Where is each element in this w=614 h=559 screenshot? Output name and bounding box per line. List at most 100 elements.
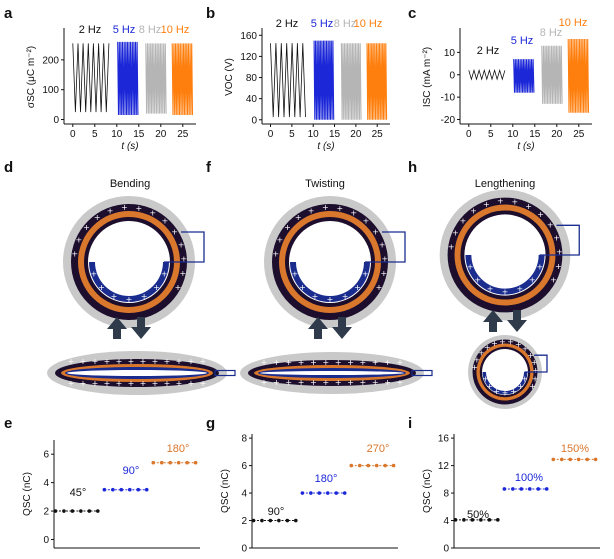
x-tick-label: 20: [551, 129, 563, 140]
charge-plus: +: [298, 358, 305, 367]
charge-plus: +: [128, 379, 135, 388]
x-tick-label: 10: [507, 129, 519, 140]
label-45°: 45°: [70, 487, 87, 499]
x-tick-label: 25: [177, 129, 189, 140]
charge-plus: +: [176, 379, 183, 388]
data-point: [502, 487, 507, 491]
charge-plus: +: [517, 284, 524, 293]
charge-plus: +: [515, 340, 522, 349]
wire: [539, 224, 580, 256]
core: [482, 349, 528, 395]
series-8Hz: [541, 45, 563, 104]
charge-plus: +: [384, 358, 391, 367]
charge-plus: +: [299, 283, 306, 292]
y-tick-label: 12: [438, 461, 450, 472]
charge-plus: +: [200, 357, 207, 366]
charge-plus: +: [171, 227, 178, 236]
charge-plus: +: [511, 197, 518, 206]
charge-plus: +: [153, 283, 160, 292]
y-axis-label: ISC (mA m⁻²): [422, 47, 433, 107]
y-tick-label: 4: [241, 489, 247, 500]
arrow-down-icon: [131, 317, 151, 339]
charge-plus: +: [532, 374, 539, 383]
charge-plus: +: [149, 208, 156, 217]
legend-2Hz: 2 Hz: [477, 45, 500, 57]
charge-plus: +: [532, 366, 539, 375]
charge-plus: +: [384, 378, 391, 387]
charge-plus: +: [322, 358, 329, 367]
data-point: [593, 457, 598, 462]
data-point: [479, 518, 483, 522]
y-tick-label: 8: [241, 434, 247, 445]
y-axis-label: QSC (nC): [422, 469, 433, 513]
y-tick-label: 4: [43, 478, 49, 489]
charge-plus: +: [285, 358, 292, 367]
charge-plus: +: [164, 379, 171, 388]
data-point: [544, 487, 549, 491]
data-point: [176, 460, 181, 465]
charge-plus: +: [382, 255, 389, 264]
charge-plus: +: [483, 200, 490, 209]
charge-plus: +: [547, 221, 554, 230]
legend-5Hz: 5 Hz: [113, 24, 136, 36]
charge-plus: +: [550, 276, 557, 285]
charge-plus: +: [379, 240, 386, 249]
charge-plus: +: [164, 357, 171, 366]
label-180°: 180°: [315, 473, 338, 485]
charge-plus: +: [553, 234, 560, 243]
charge-plus: +: [517, 382, 524, 391]
title-twisting: Twisting: [305, 178, 345, 190]
charge-plus: +: [529, 382, 536, 391]
y-tick-label: 0: [241, 544, 247, 555]
data-point: [576, 457, 581, 462]
label-270°: 270°: [367, 443, 390, 455]
inner-electrode: [290, 262, 370, 302]
data-point: [277, 518, 281, 523]
charge-plus: +: [111, 292, 118, 301]
x-tick-label: 0: [466, 129, 472, 140]
charge-plus: +: [179, 269, 186, 278]
title-lengthening: Lengthening: [475, 178, 536, 190]
charge-plus: +: [175, 283, 182, 292]
panel-label-f: f: [206, 159, 212, 176]
charge-plus: +: [285, 378, 292, 387]
core: [289, 221, 371, 303]
charge-plus: +: [529, 276, 536, 285]
legend-8Hz: 8 Hz: [540, 27, 563, 39]
charge-plus: +: [261, 358, 268, 367]
y-tick-label: -20: [441, 115, 456, 126]
data-point: [317, 491, 322, 495]
data-point: [309, 491, 313, 495]
charge-plus: +: [116, 379, 123, 388]
legend-10Hz: 10 Hz: [161, 24, 190, 36]
core: [464, 214, 546, 296]
panel-label-h: h: [408, 159, 417, 176]
charge-plus: +: [92, 357, 99, 366]
series-5Hz: [117, 41, 139, 116]
arrow-up-icon: [107, 317, 127, 339]
charge-plus: +: [486, 382, 493, 391]
schematic-bending: + + + + + + + + + + + + + + + + + + + + + + + + + + + + + + + + + + + + + + + +…: [47, 196, 236, 395]
charge-plus: +: [188, 357, 195, 366]
y-tick-label: 8: [443, 489, 449, 500]
data-point: [185, 460, 189, 465]
series-8Hz: [340, 43, 362, 120]
charge-plus: +: [497, 197, 504, 206]
data-point: [87, 509, 92, 513]
series-8Hz: [145, 43, 167, 114]
x-tick-label: 5: [289, 129, 295, 140]
charge-plus: +: [397, 378, 404, 387]
inner-electrode: [465, 255, 545, 295]
series-5Hz: [313, 40, 335, 120]
legend-10Hz: 10 Hz: [354, 18, 383, 30]
charge-plus: +: [347, 358, 354, 367]
flat-wire: [214, 369, 236, 377]
charge-plus: +: [75, 235, 82, 244]
data-point: [383, 463, 387, 468]
charge-plus: +: [363, 216, 370, 225]
charge-plus: +: [337, 204, 344, 213]
data-point: [260, 518, 264, 523]
chart-b: 0 5 10 15 20 25 0 40 80 120 160 t (s) VOC (V) 2 Hz 5 H…: [224, 18, 390, 152]
